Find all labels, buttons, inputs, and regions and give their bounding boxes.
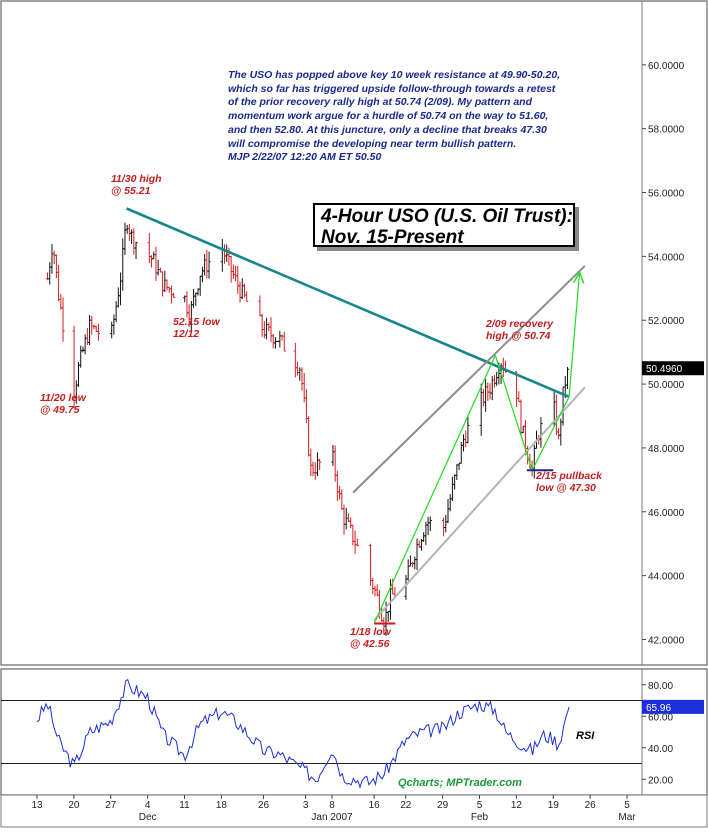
rsi-tick-label: 80.00 (648, 681, 673, 692)
rsi-axis-ticks: 20.00 40.00 60.00 80.00 (642, 681, 673, 786)
x-tick-label: 19 (548, 800, 560, 811)
annotation-line: low @ 47.30 (536, 482, 596, 494)
rsi-tick-label: 60.00 (648, 712, 673, 723)
last-price-badge (642, 361, 704, 376)
x-axis-ticks: 13 20 27 4 11 18 26 3 8 16 22 29 5 12 19 26 5 Dec Jan 2007… (31, 795, 636, 823)
last-rsi-label: 65.96 (646, 703, 671, 714)
price-tick-label: 44.0000 (648, 572, 685, 583)
price-axis-ticks: 42.0000 44.0000 46.0000 48.0000 50.0000 52.00… (642, 61, 685, 646)
x-axis-frame (0, 794, 708, 828)
last-price-label: 50.4960 (646, 364, 683, 375)
price-tick-label: 54.0000 (648, 252, 685, 263)
annotation-line: 11/20 low (40, 392, 86, 404)
x-tick-label: 26 (258, 800, 270, 811)
annotation-line: @ 42.56 (350, 638, 390, 650)
price-tick-label: 60.0000 (648, 61, 685, 72)
x-tick-label: 16 (369, 800, 381, 811)
annotation-high-1130: 11/30 high @ 55.21 (111, 173, 162, 197)
x-tick-label: 5 (477, 800, 483, 811)
annotation-low-1120: 11/20 low @ 49.75 (40, 392, 86, 416)
commentary-line: momentum work argue for a hurdle of 50.7… (228, 110, 549, 123)
arrow-head (572, 270, 585, 284)
price-tick-label: 42.0000 (648, 635, 685, 646)
annotation-line: 11/30 high (111, 173, 162, 185)
price-tick-label: 46.0000 (648, 508, 685, 519)
x-tick-label: 13 (31, 800, 43, 811)
last-value-badges: 50.4960 65.96 (642, 361, 704, 714)
trendline (126, 207, 570, 399)
price-tick-label: 56.0000 (648, 189, 685, 200)
commentary-line: and then 52.80. At this juncture, only a… (228, 123, 547, 136)
annotation-low-0118: 1/18 low @ 42.56 (350, 626, 391, 650)
price-tick-label: 50.0000 (648, 380, 685, 391)
commentary-line: which so far has triggered upside follow… (228, 82, 556, 95)
rsi-line (36, 678, 570, 789)
trendlines (126, 207, 586, 624)
x-tick-label: 26 (585, 800, 597, 811)
annotation-line: @ 49.75 (40, 404, 80, 416)
annotation-line: 12/12 (173, 328, 200, 340)
commentary-line: will compromise the developing near term… (228, 137, 517, 150)
trendline (373, 355, 496, 624)
annotation-low-1212: 52.15 low 12/12 (173, 316, 220, 340)
rsi-tick-label: 20.00 (648, 775, 673, 786)
x-month-label: Feb (471, 812, 489, 823)
commentary-line: of the prior recovery rally high at 50.7… (228, 96, 533, 109)
annotation-line: high @ 50.74 (486, 330, 551, 342)
annotation-line: 2/09 recovery (486, 318, 554, 330)
annotation-line: 52.15 low (173, 316, 220, 328)
trendline (568, 272, 581, 397)
price-panel-frame (0, 0, 708, 666)
trendline (352, 265, 586, 494)
chart-title-box: 4-Hour USO (U.S. Oil Trust): Nov. 15-Pre… (313, 203, 575, 248)
rsi-label: RSI (576, 730, 595, 742)
support-lines (374, 469, 554, 625)
commentary-signature: MJP 2/22/07 12:20 AM ET 50.50 (228, 151, 382, 164)
x-tick-label: 27 (105, 800, 117, 811)
chart-subtitle: Nov. 15-Present (321, 227, 464, 248)
x-tick-label: 18 (216, 800, 228, 811)
x-tick-label: 5 (624, 800, 630, 811)
x-tick-label: 12 (511, 800, 523, 811)
chart-title: 4-Hour USO (U.S. Oil Trust): (321, 206, 573, 227)
annotation-line: 1/18 low (350, 626, 391, 638)
chart-credit: Qcharts; MPTrader.com (398, 777, 522, 789)
trendline (373, 386, 586, 621)
rsi-tick-label: 40.00 (648, 744, 673, 755)
rsi-panel-frame (0, 668, 708, 796)
last-rsi-badge (642, 699, 704, 714)
x-month-label: Jan 2007 (311, 812, 353, 823)
annotation-line: @ 55.21 (111, 185, 151, 197)
price-tick-label: 48.0000 (648, 444, 685, 455)
x-tick-label: 20 (68, 800, 80, 811)
x-tick-label: 4 (145, 800, 151, 811)
trendline (494, 355, 533, 471)
annotation-pullback-0215: 2/15 pullback low @ 47.30 (536, 470, 602, 494)
x-tick-label: 8 (329, 800, 335, 811)
commentary: The USO has popped above key 10 week res… (228, 69, 628, 165)
x-tick-label: 11 (179, 800, 190, 811)
trendline (531, 396, 570, 471)
x-tick-label: 3 (303, 800, 309, 811)
annotation-recovery-0209: 2/09 recovery high @ 50.74 (486, 318, 553, 342)
commentary-line: The USO has popped above key 10 week res… (228, 69, 561, 81)
x-month-label: Dec (139, 812, 157, 823)
x-tick-label: 29 (437, 800, 449, 811)
rsi-series (36, 678, 570, 789)
x-month-label: Mar (618, 812, 636, 823)
annotation-line: 2/15 pullback (536, 470, 602, 482)
price-tick-label: 52.0000 (648, 316, 685, 327)
price-tick-label: 58.0000 (648, 125, 685, 136)
rsi-reference-lines (1, 700, 642, 764)
x-tick-label: 22 (400, 800, 412, 811)
